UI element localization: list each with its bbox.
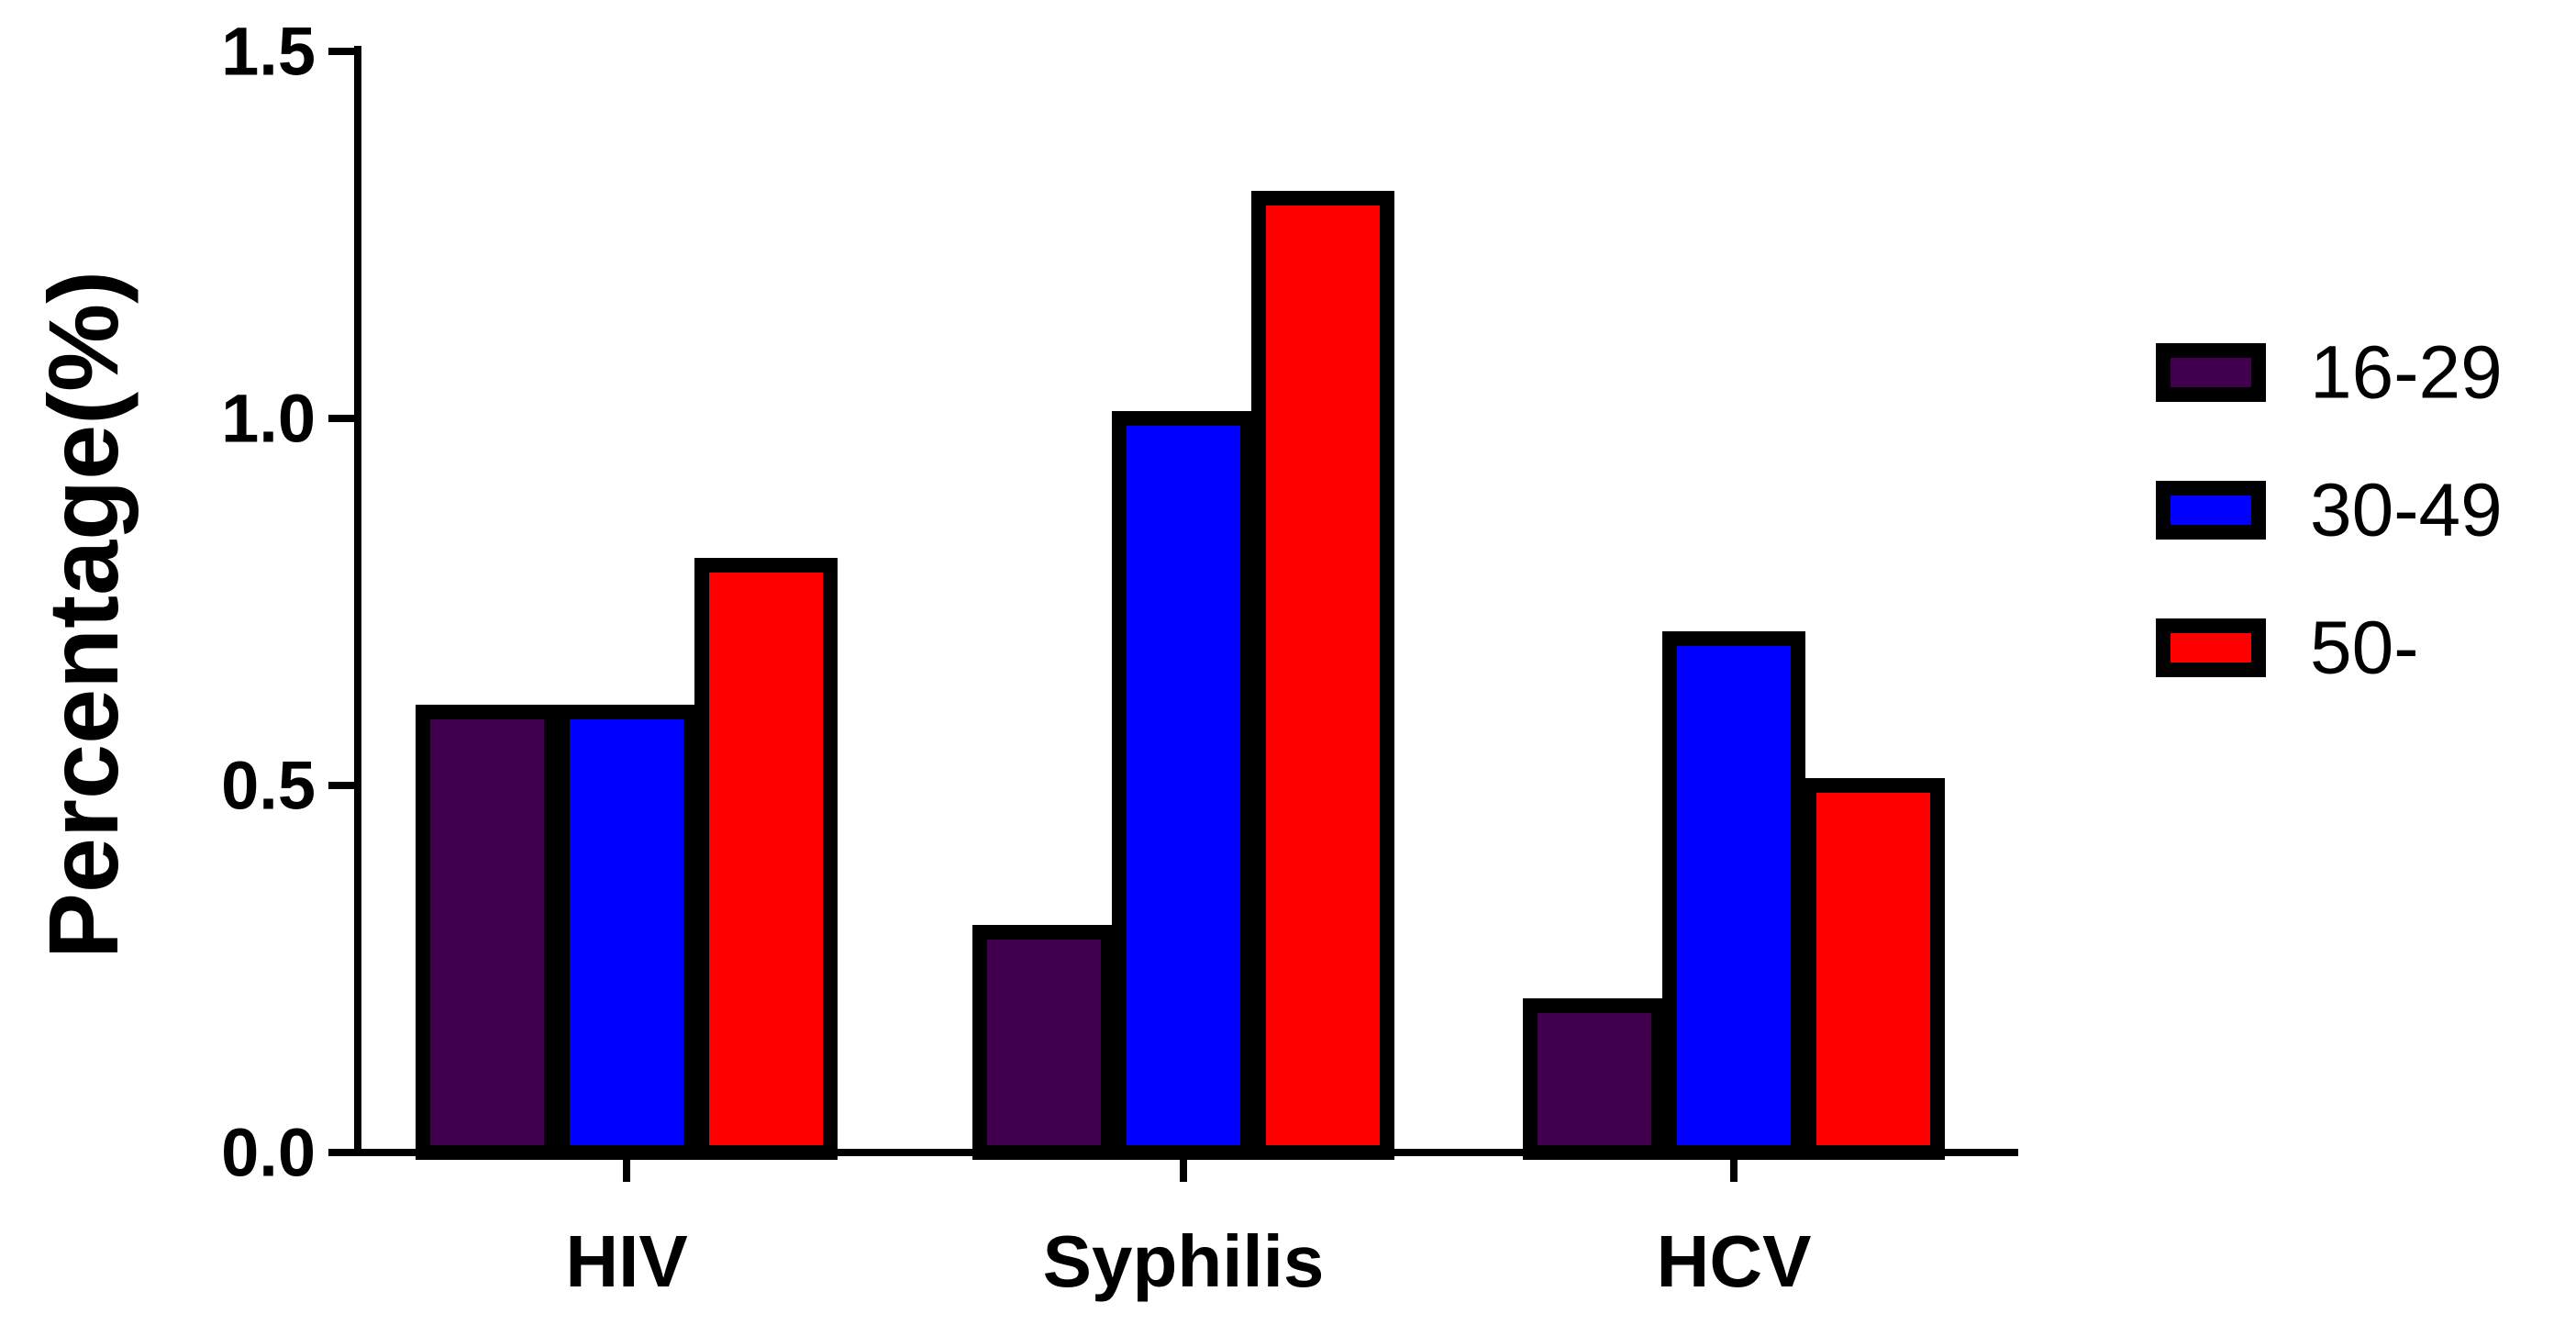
y-tick-label: 1.0 bbox=[221, 381, 316, 457]
legend: 16-29 30-49 50- bbox=[2156, 331, 2503, 690]
axes-layer: 0.0 0.5 1.0 1.5 HIV Syphilis HCV bbox=[221, 14, 2018, 1302]
x-category-label: Syphilis bbox=[1043, 1220, 1325, 1302]
bar-hcv-50 bbox=[1802, 778, 1945, 1160]
legend-label: 16-29 bbox=[2310, 331, 2503, 415]
bar-hiv-50 bbox=[694, 558, 838, 1160]
y-tick-label: 0.5 bbox=[221, 748, 316, 824]
bar-hiv-3049 bbox=[555, 705, 698, 1160]
legend-label: 30-49 bbox=[2310, 469, 2503, 552]
bar-hiv-1629 bbox=[416, 705, 559, 1160]
bar-hcv-3049 bbox=[1662, 631, 1805, 1160]
bar-syphilis-1629 bbox=[972, 925, 1116, 1160]
y-axis-title: Percentage(%) bbox=[28, 271, 139, 959]
legend-swatch bbox=[2156, 481, 2266, 540]
bars-layer bbox=[416, 191, 1945, 1160]
y-tick-label: 1.5 bbox=[221, 14, 316, 90]
x-category-label: HIV bbox=[565, 1220, 687, 1302]
legend-swatch bbox=[2156, 343, 2266, 402]
legend-label: 50- bbox=[2310, 607, 2419, 690]
x-category-label: HCV bbox=[1657, 1220, 1812, 1302]
legend-swatch bbox=[2156, 618, 2266, 677]
y-tick-label: 0.0 bbox=[221, 1115, 316, 1191]
bar-hcv-1629 bbox=[1523, 998, 1666, 1160]
bar-syphilis-50 bbox=[1251, 191, 1394, 1160]
bar-syphilis-3049 bbox=[1112, 411, 1255, 1160]
